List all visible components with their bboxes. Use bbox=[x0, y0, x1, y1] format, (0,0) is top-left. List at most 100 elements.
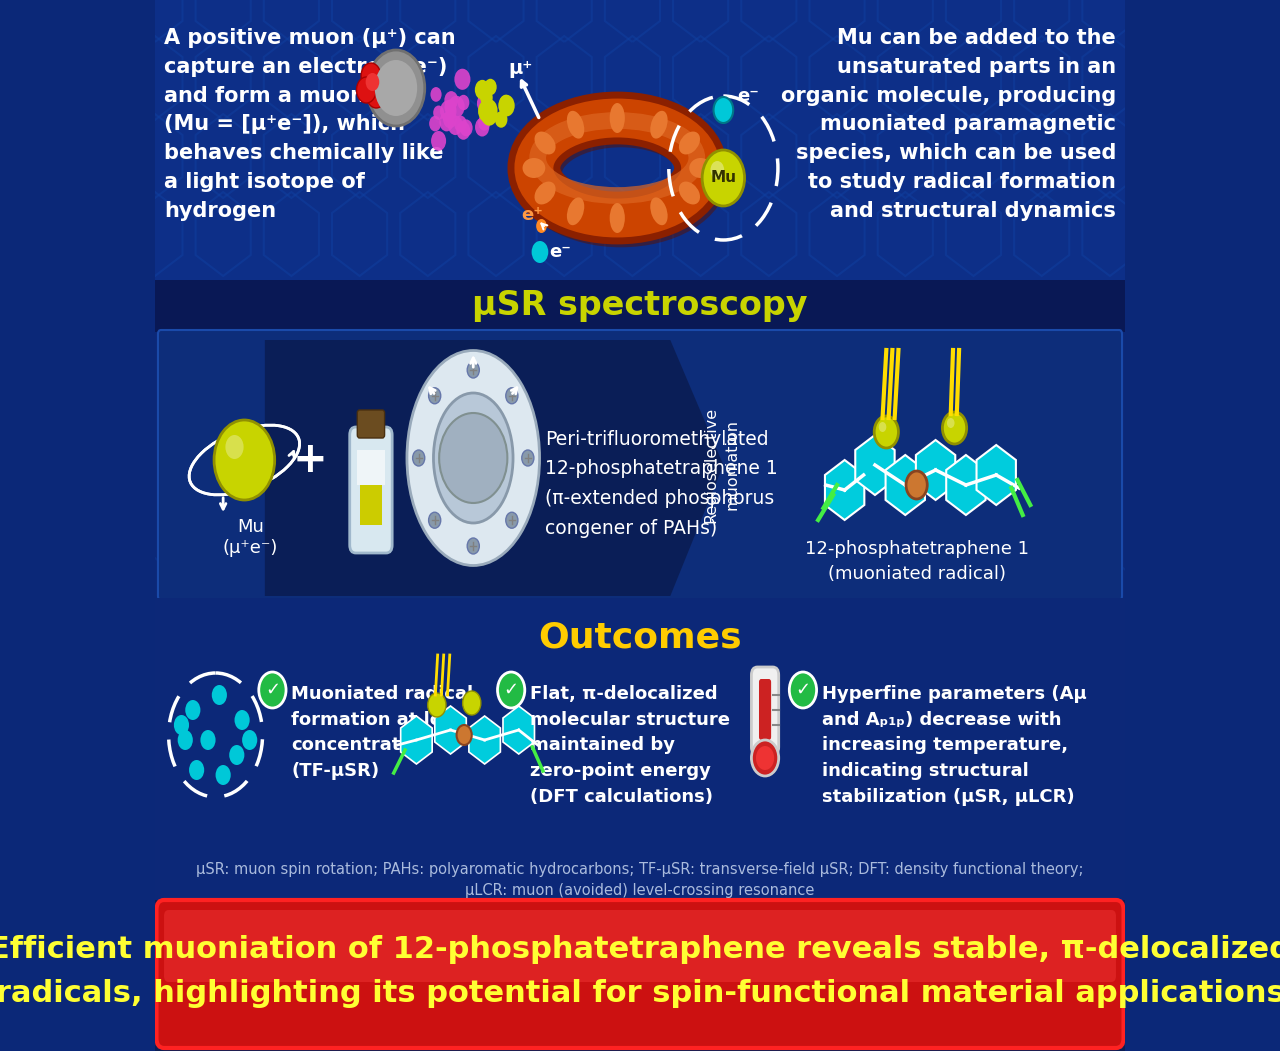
Circle shape bbox=[242, 730, 257, 750]
Circle shape bbox=[480, 103, 495, 123]
Ellipse shape bbox=[567, 198, 584, 225]
Circle shape bbox=[531, 241, 548, 263]
Text: Mu can be added to the
unsaturated parts in an
organic molecule, producing
muoni: Mu can be added to the unsaturated parts… bbox=[781, 28, 1116, 221]
Circle shape bbox=[477, 100, 495, 123]
Circle shape bbox=[215, 765, 230, 785]
Bar bbox=[155, 280, 1125, 332]
Text: ✓: ✓ bbox=[795, 681, 810, 699]
FancyBboxPatch shape bbox=[751, 667, 778, 755]
Text: Mu: Mu bbox=[710, 170, 736, 185]
Text: e⁻: e⁻ bbox=[549, 243, 571, 261]
Circle shape bbox=[703, 150, 745, 206]
Circle shape bbox=[259, 672, 285, 708]
FancyBboxPatch shape bbox=[357, 410, 384, 438]
Polygon shape bbox=[265, 341, 723, 596]
Text: Mu
(μ⁺e⁻): Mu (μ⁺e⁻) bbox=[223, 518, 278, 557]
Bar bbox=[155, 598, 1125, 850]
Circle shape bbox=[458, 95, 470, 110]
Text: Flat, π-delocalized
molecular structure
maintained by
zero-point energy
(DFT cal: Flat, π-delocalized molecular structure … bbox=[530, 685, 730, 806]
Text: radicals, highlighting its potential for spin-functional material applications: radicals, highlighting its potential for… bbox=[0, 978, 1280, 1008]
Circle shape bbox=[429, 116, 442, 131]
Circle shape bbox=[879, 423, 886, 432]
Text: Regioselective
muoniation: Regioselective muoniation bbox=[704, 407, 740, 523]
Circle shape bbox=[178, 730, 193, 750]
Circle shape bbox=[506, 388, 518, 404]
Circle shape bbox=[498, 672, 525, 708]
Text: Outcomes: Outcomes bbox=[538, 621, 742, 655]
Circle shape bbox=[439, 112, 453, 131]
Circle shape bbox=[375, 60, 417, 116]
Circle shape bbox=[225, 435, 243, 459]
Text: μ⁺: μ⁺ bbox=[509, 59, 534, 78]
Ellipse shape bbox=[689, 158, 712, 178]
Text: Efficient muoniation of 12-phosphatetraphene reveals stable, π-delocalized: Efficient muoniation of 12-phosphatetrap… bbox=[0, 935, 1280, 965]
Circle shape bbox=[454, 116, 467, 132]
Circle shape bbox=[484, 79, 497, 96]
Circle shape bbox=[790, 672, 817, 708]
Circle shape bbox=[366, 82, 387, 108]
Text: Hyperfine parameters (Aμ
and Aₚ₁ₚ) decrease with
increasing temperature,
indicat: Hyperfine parameters (Aμ and Aₚ₁ₚ) decre… bbox=[822, 685, 1087, 806]
Circle shape bbox=[467, 362, 479, 378]
Circle shape bbox=[174, 715, 189, 735]
Circle shape bbox=[713, 97, 733, 123]
FancyBboxPatch shape bbox=[156, 900, 1124, 1048]
Circle shape bbox=[499, 95, 512, 112]
Ellipse shape bbox=[407, 350, 540, 565]
Circle shape bbox=[536, 219, 547, 233]
Ellipse shape bbox=[609, 203, 625, 233]
Circle shape bbox=[428, 693, 445, 717]
Circle shape bbox=[211, 685, 227, 705]
Text: A positive muon (μ⁺) can
capture an electron (e⁻)
and form a muonium
(Mu = [μ⁺e⁻: A positive muon (μ⁺) can capture an elec… bbox=[164, 28, 456, 221]
Circle shape bbox=[480, 89, 493, 106]
Circle shape bbox=[448, 116, 462, 135]
Circle shape bbox=[445, 100, 456, 115]
Circle shape bbox=[475, 80, 490, 100]
Text: e⁻: e⁻ bbox=[737, 87, 759, 105]
Ellipse shape bbox=[609, 103, 625, 133]
FancyBboxPatch shape bbox=[164, 910, 1116, 982]
Ellipse shape bbox=[535, 131, 556, 154]
Ellipse shape bbox=[650, 110, 668, 139]
Circle shape bbox=[430, 87, 442, 102]
Bar bbox=[155, 900, 1125, 1051]
Circle shape bbox=[481, 104, 498, 126]
Circle shape bbox=[495, 111, 507, 128]
Circle shape bbox=[412, 450, 425, 466]
Circle shape bbox=[710, 161, 724, 179]
Circle shape bbox=[444, 91, 458, 109]
Text: ✓: ✓ bbox=[265, 681, 280, 699]
FancyBboxPatch shape bbox=[157, 330, 1123, 600]
Circle shape bbox=[357, 77, 376, 103]
Circle shape bbox=[947, 418, 955, 428]
Circle shape bbox=[201, 730, 215, 750]
Circle shape bbox=[189, 760, 205, 780]
Circle shape bbox=[443, 110, 457, 128]
Circle shape bbox=[229, 745, 244, 765]
Bar bbox=[361, 485, 381, 526]
Circle shape bbox=[498, 95, 515, 117]
Circle shape bbox=[444, 100, 456, 116]
Circle shape bbox=[429, 388, 440, 404]
Text: μSR spectroscopy: μSR spectroscopy bbox=[472, 289, 808, 323]
Text: 12-phosphatetraphene 1
(muoniated radical): 12-phosphatetraphene 1 (muoniated radica… bbox=[805, 540, 1029, 583]
Ellipse shape bbox=[650, 198, 668, 225]
Circle shape bbox=[522, 450, 534, 466]
Ellipse shape bbox=[678, 182, 700, 205]
Ellipse shape bbox=[522, 158, 545, 178]
Circle shape bbox=[756, 746, 774, 770]
Circle shape bbox=[367, 50, 425, 126]
Ellipse shape bbox=[535, 182, 556, 205]
Circle shape bbox=[439, 413, 507, 503]
Text: Peri-trifluoromethylated
12-phosphatetraphene 1
(π-extended phosphorus
congener : Peri-trifluoromethylated 12-phosphatetra… bbox=[545, 430, 778, 537]
Circle shape bbox=[874, 416, 899, 448]
FancyBboxPatch shape bbox=[759, 679, 771, 740]
Circle shape bbox=[448, 96, 465, 118]
Bar bbox=[357, 450, 384, 485]
Circle shape bbox=[479, 115, 490, 130]
Text: e⁺: e⁺ bbox=[521, 206, 543, 224]
Text: μSR: muon spin rotation; PAHs: polyaromatic hydrocarbons; TF-μSR: transverse-fie: μSR: muon spin rotation; PAHs: polyaroma… bbox=[196, 862, 1084, 898]
Circle shape bbox=[433, 105, 444, 120]
Circle shape bbox=[457, 725, 472, 745]
Circle shape bbox=[942, 412, 966, 444]
Circle shape bbox=[214, 420, 275, 500]
